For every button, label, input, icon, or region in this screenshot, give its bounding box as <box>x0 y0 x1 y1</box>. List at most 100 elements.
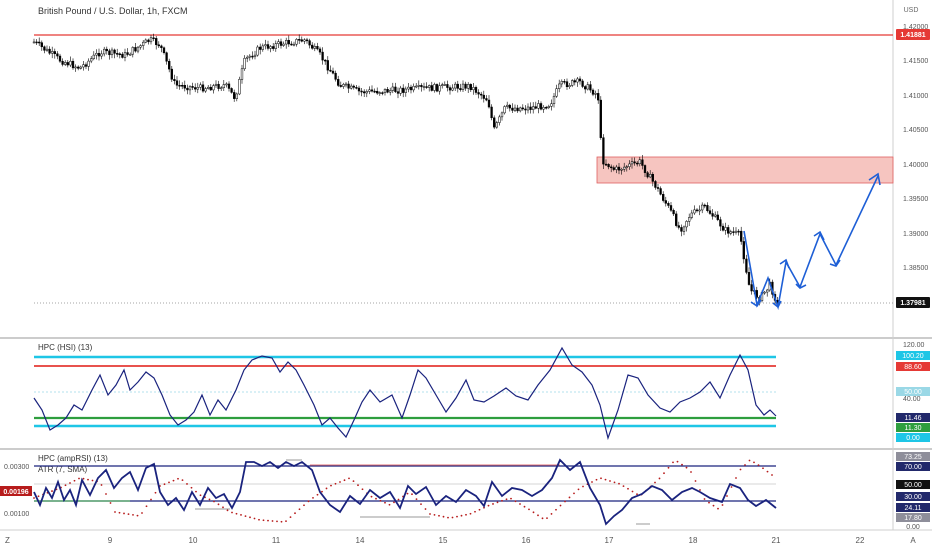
candle-body <box>178 84 181 87</box>
atr-dot <box>717 507 719 510</box>
candle-body <box>490 106 493 119</box>
atr-title[interactable]: ATR (7, SMA) <box>38 465 88 474</box>
candle-body <box>269 46 272 49</box>
atr-dot <box>469 512 472 515</box>
atr-dot <box>190 486 193 489</box>
symbol-title[interactable]: British Pound / U.S. Dollar, 1h, FXCM <box>38 6 188 16</box>
candle-body <box>84 64 88 67</box>
candle-body <box>45 48 49 51</box>
candle-body <box>597 93 600 101</box>
time-tick: 22 <box>856 536 865 545</box>
atr-dot <box>321 490 323 493</box>
atr-dot <box>307 500 310 503</box>
candle-body <box>136 46 140 52</box>
candle-body <box>126 52 129 55</box>
candlestick-series[interactable] <box>32 33 779 308</box>
atr-dot <box>451 516 454 519</box>
amp-axis[interactable]: 73.25 70.00 50.00 30.00 24.11 17.80 0.00 <box>896 452 930 531</box>
candle-body <box>524 108 527 111</box>
candle-body <box>391 86 394 91</box>
candle-body <box>147 39 150 43</box>
candle-body <box>493 117 496 128</box>
atr-dot <box>118 511 121 514</box>
atr-dot <box>681 463 683 466</box>
atr-dot <box>487 504 490 507</box>
amp-title[interactable]: HPC (ampRSI) (13) <box>38 454 108 463</box>
candle-body <box>82 64 85 68</box>
atr-dot <box>510 497 512 500</box>
atr-dot <box>145 505 148 508</box>
candle-body <box>474 87 478 93</box>
atr-dot <box>672 461 674 464</box>
candle-body <box>194 87 197 90</box>
hsi-badge-bg <box>896 433 930 442</box>
atr-dot <box>87 478 89 481</box>
candle-body <box>103 48 106 55</box>
candle-body <box>716 214 719 220</box>
candle-body <box>604 163 608 166</box>
hsi-oscillator-line[interactable] <box>33 346 777 441</box>
atr-dot <box>285 520 287 523</box>
atr-dot <box>627 487 629 490</box>
atr-dot <box>289 516 292 519</box>
hsi-axis[interactable]: 120.00 40.00 100.20 88.60 50.00 11.46 11… <box>896 342 930 442</box>
candle-body <box>623 166 626 170</box>
candle-body <box>615 166 618 170</box>
candle-body <box>196 87 199 90</box>
corner-label-right[interactable]: A <box>910 536 916 545</box>
atr-dot <box>271 520 274 522</box>
projection-path[interactable] <box>743 172 881 311</box>
candle-body <box>173 79 176 81</box>
atr-dot <box>582 485 584 488</box>
atr-dot <box>559 504 562 507</box>
atr-dot <box>442 515 445 518</box>
hsi-badge: 100.20 <box>902 353 924 360</box>
atr-dot <box>154 491 157 494</box>
candle-body <box>448 87 452 91</box>
time-axis[interactable]: Z 9 10 11 14 15 16 17 18 21 22 A <box>5 536 916 545</box>
candle-body <box>108 50 111 56</box>
candle-body <box>558 83 561 89</box>
resistance-price-label: 1.41881 <box>900 32 925 39</box>
candle-body <box>58 55 62 62</box>
supply-zone[interactable] <box>596 156 894 184</box>
corner-label-left[interactable]: Z <box>5 536 10 545</box>
hsi-badge: 11.46 <box>905 415 922 422</box>
candle-body <box>373 90 376 93</box>
atr-dot <box>51 490 53 492</box>
candle-body <box>591 89 595 95</box>
candle-body <box>90 58 93 62</box>
atr-left-badge: 0.00196 <box>3 489 28 496</box>
atr-dot <box>267 519 269 522</box>
atr-dotted-series[interactable] <box>33 459 773 523</box>
atr-dot <box>384 501 386 504</box>
candle-body <box>168 60 171 70</box>
atr-dot <box>721 504 724 506</box>
candle-body <box>370 89 374 92</box>
candle-body <box>485 98 488 101</box>
hsi-badge: 88.60 <box>904 364 922 371</box>
price-tick: 1.41000 <box>903 93 928 100</box>
candle-body <box>347 83 350 89</box>
candle-body <box>74 66 77 69</box>
atr-left-badge-bg <box>0 486 32 496</box>
candle-body <box>651 173 654 182</box>
atr-dot <box>379 499 382 502</box>
candle-body <box>204 88 207 92</box>
arrow-head <box>750 299 762 308</box>
candle-body <box>459 88 462 91</box>
candle-body <box>326 60 329 71</box>
hsi-title[interactable]: HPC (HSI) (13) <box>38 343 93 352</box>
candle-body <box>711 213 714 217</box>
atr-dot <box>276 520 278 523</box>
candle-body <box>745 258 748 273</box>
candle-body <box>529 106 532 110</box>
candle-body <box>755 290 758 298</box>
candle-body <box>342 84 345 87</box>
time-tick: 21 <box>772 536 781 545</box>
atr-dot <box>91 479 94 482</box>
price-axis[interactable]: 1.42000 1.41500 1.41000 1.40500 1.40000 … <box>903 24 928 272</box>
amp-rsi-line[interactable] <box>33 458 777 526</box>
candle-body <box>149 37 153 43</box>
